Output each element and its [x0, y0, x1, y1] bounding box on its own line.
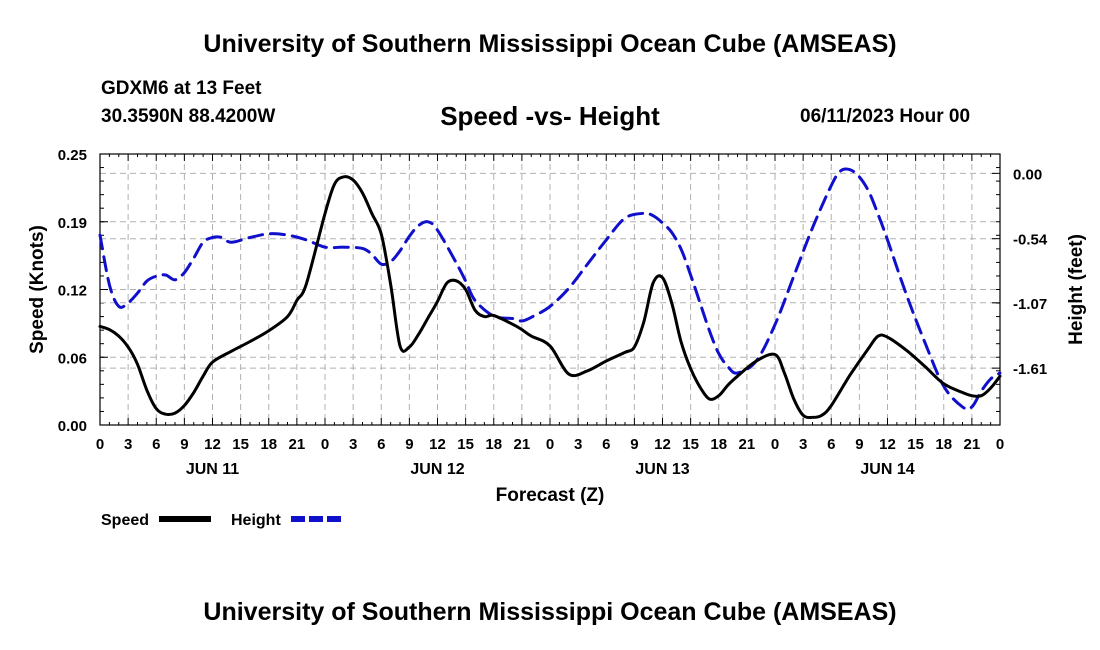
x-tick-label: 18 [710, 436, 727, 453]
x-tick-label: 9 [855, 436, 863, 453]
y2-axis-title: Height (feet) [1066, 234, 1087, 345]
y-tick-label: 0.00 [58, 418, 87, 435]
x-tick-label: 18 [260, 436, 277, 453]
x-tick-label: 12 [204, 436, 221, 453]
y-tick-label: 0.06 [58, 350, 87, 367]
y-axis-title: Speed (Knots) [27, 225, 48, 354]
x-tick-label: 6 [152, 436, 160, 453]
x-tick-label: 21 [964, 436, 981, 453]
x-tick-label: 21 [514, 436, 531, 453]
y-tick-label: 0.25 [58, 147, 87, 164]
y-tick-label: 0.12 [58, 283, 87, 300]
legend-label-speed: Speed [101, 512, 149, 529]
y2-tick-label: -0.54 [1013, 232, 1048, 249]
x-tick-label: 21 [739, 436, 756, 453]
day-label: JUN 11 [186, 461, 239, 478]
x-tick-label: 6 [827, 436, 835, 453]
x-tick-label: 21 [289, 436, 306, 453]
x-tick-label: 9 [180, 436, 188, 453]
x-tick-label: 3 [124, 436, 132, 453]
x-tick-label: 15 [682, 436, 699, 453]
series-line-speed [98, 175, 1002, 420]
x-tick-label: 3 [799, 436, 807, 453]
x-axis-title: Forecast (Z) [496, 485, 605, 506]
x-tick-label: 15 [232, 436, 249, 453]
y2-tick-label: 0.00 [1013, 166, 1042, 183]
x-tick-label: 12 [429, 436, 446, 453]
x-tick-label: 0 [96, 436, 104, 453]
x-tick-label: 18 [935, 436, 952, 453]
forecast-datetime: 06/11/2023 Hour 00 [800, 106, 971, 127]
series-line-height [98, 167, 1002, 411]
x-tick-label: 15 [457, 436, 474, 453]
footer-title: University of Southern Mississippi Ocean… [203, 598, 897, 626]
x-tick-label: 0 [771, 436, 779, 453]
x-tick-label: 12 [654, 436, 671, 453]
x-tick-label: 0 [546, 436, 554, 453]
station-label: GDXM6 at 13 Feet [101, 78, 262, 99]
x-tick-label: 0 [321, 436, 329, 453]
y2-tick-label: -1.07 [1013, 296, 1047, 313]
x-tick-label: 15 [907, 436, 924, 453]
legend-label-height: Height [231, 512, 281, 529]
x-tick-label: 6 [377, 436, 385, 453]
x-tick-label: 6 [602, 436, 610, 453]
day-label: JUN 12 [410, 461, 464, 478]
x-tick-label: 3 [574, 436, 582, 453]
plot-frame [99, 153, 1001, 426]
x-tick-label: 0 [996, 436, 1004, 453]
y-tick-label: 0.19 [58, 215, 87, 232]
day-label: JUN 13 [635, 461, 689, 478]
x-tick-label: 18 [485, 436, 502, 453]
x-tick-label: 12 [879, 436, 896, 453]
coordinates-label: 30.3590N 88.4200W [101, 106, 276, 127]
x-tick-label: 3 [349, 436, 357, 453]
y2-tick-label: -1.61 [1013, 361, 1047, 378]
x-tick-label: 9 [405, 436, 413, 453]
chart-subtitle: Speed -vs- Height [440, 101, 660, 131]
page-title: University of Southern Mississippi Ocean… [203, 30, 897, 58]
x-tick-label: 9 [630, 436, 638, 453]
day-label: JUN 14 [860, 461, 914, 478]
